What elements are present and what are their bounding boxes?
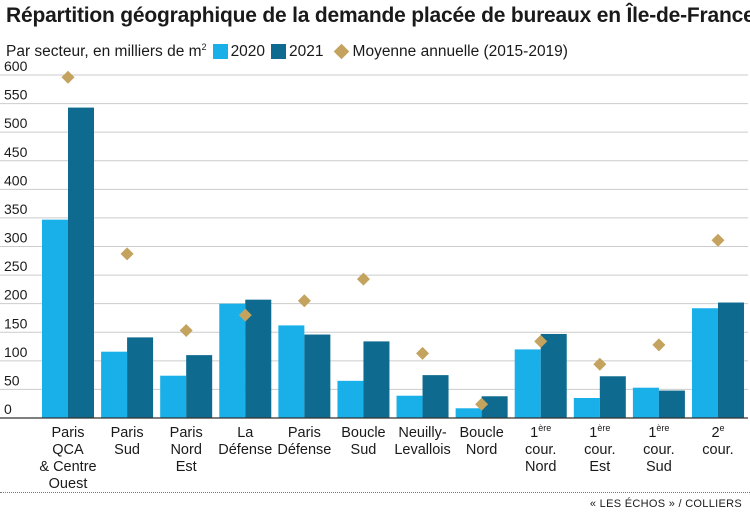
bottom-divider: [0, 492, 750, 493]
average-marker: [120, 247, 134, 261]
x-tick-label: 2e: [711, 423, 724, 441]
x-tick-label: Sud: [646, 459, 672, 475]
average-marker: [179, 324, 193, 338]
x-tick-label: Paris: [170, 425, 203, 441]
x-tick-label: Paris: [288, 425, 321, 441]
y-tick-label: 600: [4, 58, 28, 74]
x-tick-label: Neuilly-: [398, 425, 447, 441]
bar-2021: [658, 390, 685, 418]
x-tick-label: Sud: [114, 442, 140, 458]
bar-2020: [337, 380, 364, 418]
bar-2021: [363, 341, 390, 418]
x-tick-label: cour.: [525, 442, 556, 458]
x-tick-label: Paris: [51, 425, 84, 441]
bar-2020: [219, 303, 246, 418]
y-tick-label: 300: [4, 230, 28, 246]
legend-label-2020: 2020: [230, 42, 266, 60]
bar-2020: [573, 397, 600, 418]
x-tick-label: Paris: [111, 425, 144, 441]
x-tick-label: Sud: [351, 442, 377, 458]
source-credit: « LES ÉCHOS » / COLLIERS: [589, 498, 742, 510]
x-tick-label: Nord: [525, 459, 556, 475]
bar-2021: [186, 355, 213, 418]
legend-label-average: Moyenne annuelle (2015-2019): [352, 42, 568, 60]
bar-2020: [691, 308, 718, 418]
bar-2020: [396, 395, 423, 418]
bar-2021: [717, 302, 744, 418]
bar-2020: [160, 375, 187, 418]
x-tick-label: Est: [589, 459, 610, 475]
y-tick-label: 100: [4, 344, 28, 360]
y-tick-label: 500: [4, 115, 28, 131]
bar-2020: [278, 325, 305, 418]
x-tick-label: Boucle: [459, 425, 503, 441]
average-marker: [416, 346, 430, 360]
average-marker: [711, 233, 725, 247]
x-tick-label: 1ère: [530, 423, 551, 441]
bar-2020: [455, 408, 482, 418]
bar-2021: [599, 376, 626, 418]
bar-2021: [68, 107, 94, 419]
bar-2021: [481, 396, 508, 418]
x-tick-label: Défense: [218, 442, 272, 458]
bar-2021: [304, 334, 331, 418]
legend-swatch-2021: [271, 44, 287, 60]
x-tick-label: Levallois: [394, 442, 450, 458]
x-tick-label: Ouest: [49, 476, 88, 492]
x-tick-label: cour.: [702, 442, 733, 458]
bar-chart: 0 50 100 150 200 250 300 350 400 450 500 550 600 Pari…: [0, 58, 748, 492]
x-tick-label: QCA: [52, 442, 84, 458]
chart-subtitle: Par secteur, en milliers de m2: [6, 42, 207, 61]
x-tick-label: & Centre: [39, 459, 96, 475]
subtitle-and-legend: Par secteur, en milliers de m2 2020 2021…: [6, 42, 568, 61]
average-marker: [356, 272, 370, 286]
chart-title: Répartition géographique de la demande p…: [6, 4, 750, 27]
average-marker: [475, 397, 489, 411]
y-tick-label: 0: [4, 401, 12, 417]
x-tick-label: 1ère: [589, 423, 610, 441]
average-marker: [652, 338, 666, 352]
bar-2021: [422, 375, 449, 418]
x-tick-label: 1ère: [648, 423, 669, 441]
bar-2020: [101, 351, 128, 418]
y-tick-label: 400: [4, 172, 28, 188]
x-tick-label: Nord: [466, 442, 497, 458]
bar-2021: [127, 337, 154, 418]
y-tick-label: 450: [4, 144, 28, 160]
bar-2020: [514, 349, 541, 418]
average-marker: [297, 294, 311, 308]
average-marker: [238, 308, 252, 322]
bar-2021: [245, 299, 272, 418]
x-tick-label: Est: [176, 459, 197, 475]
x-tick-label: Défense: [277, 442, 331, 458]
bar-2021: [540, 333, 567, 418]
average-marker: [61, 70, 75, 84]
x-tick-label: Boucle: [341, 425, 385, 441]
average-marker: [534, 334, 548, 348]
y-tick-label: 150: [4, 315, 28, 331]
x-tick-label: cour.: [584, 442, 615, 458]
x-tick-label: Nord: [170, 442, 201, 458]
y-tick-label: 250: [4, 258, 28, 274]
y-tick-label: 200: [4, 287, 28, 303]
bar-2020: [632, 387, 659, 418]
bar-2020: [42, 219, 68, 418]
y-tick-label: 350: [4, 201, 28, 217]
legend-label-2021: 2021: [289, 42, 324, 60]
x-tick-label: cour.: [643, 442, 674, 458]
legend-swatch-2020: [212, 44, 228, 60]
x-tick-label: La: [237, 425, 254, 441]
average-marker: [593, 357, 607, 371]
y-tick-label: 50: [4, 372, 20, 388]
y-tick-label: 550: [4, 87, 28, 103]
